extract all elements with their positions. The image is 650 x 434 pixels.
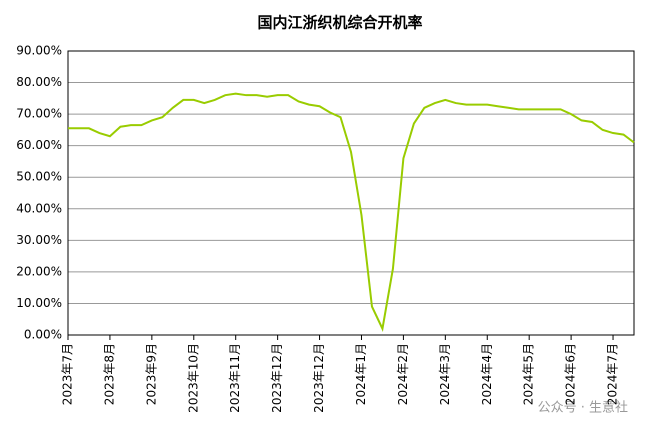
y-tick-label: 0.00% [24,328,62,342]
data-line [68,92,635,332]
x-tick-label: 2024年5月 [522,343,536,405]
x-tick-label: 2023年11月 [228,343,242,413]
y-tick-label: 60.00% [16,138,62,152]
x-tick-label: 2023年9月 [144,343,158,405]
x-tick-label: 2024年1月 [354,343,368,405]
x-tick-label: 2024年4月 [480,343,494,405]
y-tick-label: 30.00% [16,233,62,247]
y-tick-label: 50.00% [16,170,62,184]
watermark: 公众号 · 生意社 [538,400,628,416]
x-tick-label: 2023年8月 [102,343,116,405]
x-tick-label: 2023年10月 [186,343,200,413]
x-tick-label: 2023年7月 [61,343,75,405]
y-tick-label: 90.00% [16,44,62,58]
x-tick-label: 2024年7月 [606,343,620,405]
chart-title: 国内江浙织机综合开机率 [257,14,422,32]
y-tick-label: 70.00% [16,107,62,121]
x-tick-label: 2023年12月 [312,343,326,413]
y-tick-label: 20.00% [16,264,62,278]
y-tick-label: 40.00% [16,201,62,215]
y-tick-label: 10.00% [16,296,62,310]
x-tick-label: 2024年6月 [564,343,578,405]
plot-border [67,50,635,336]
y-tick-label: 80.00% [16,75,62,89]
x-tick-label: 2024年3月 [438,343,452,405]
x-tick-label: 2023年12月 [270,343,284,413]
x-tick-label: 2024年2月 [396,343,410,405]
